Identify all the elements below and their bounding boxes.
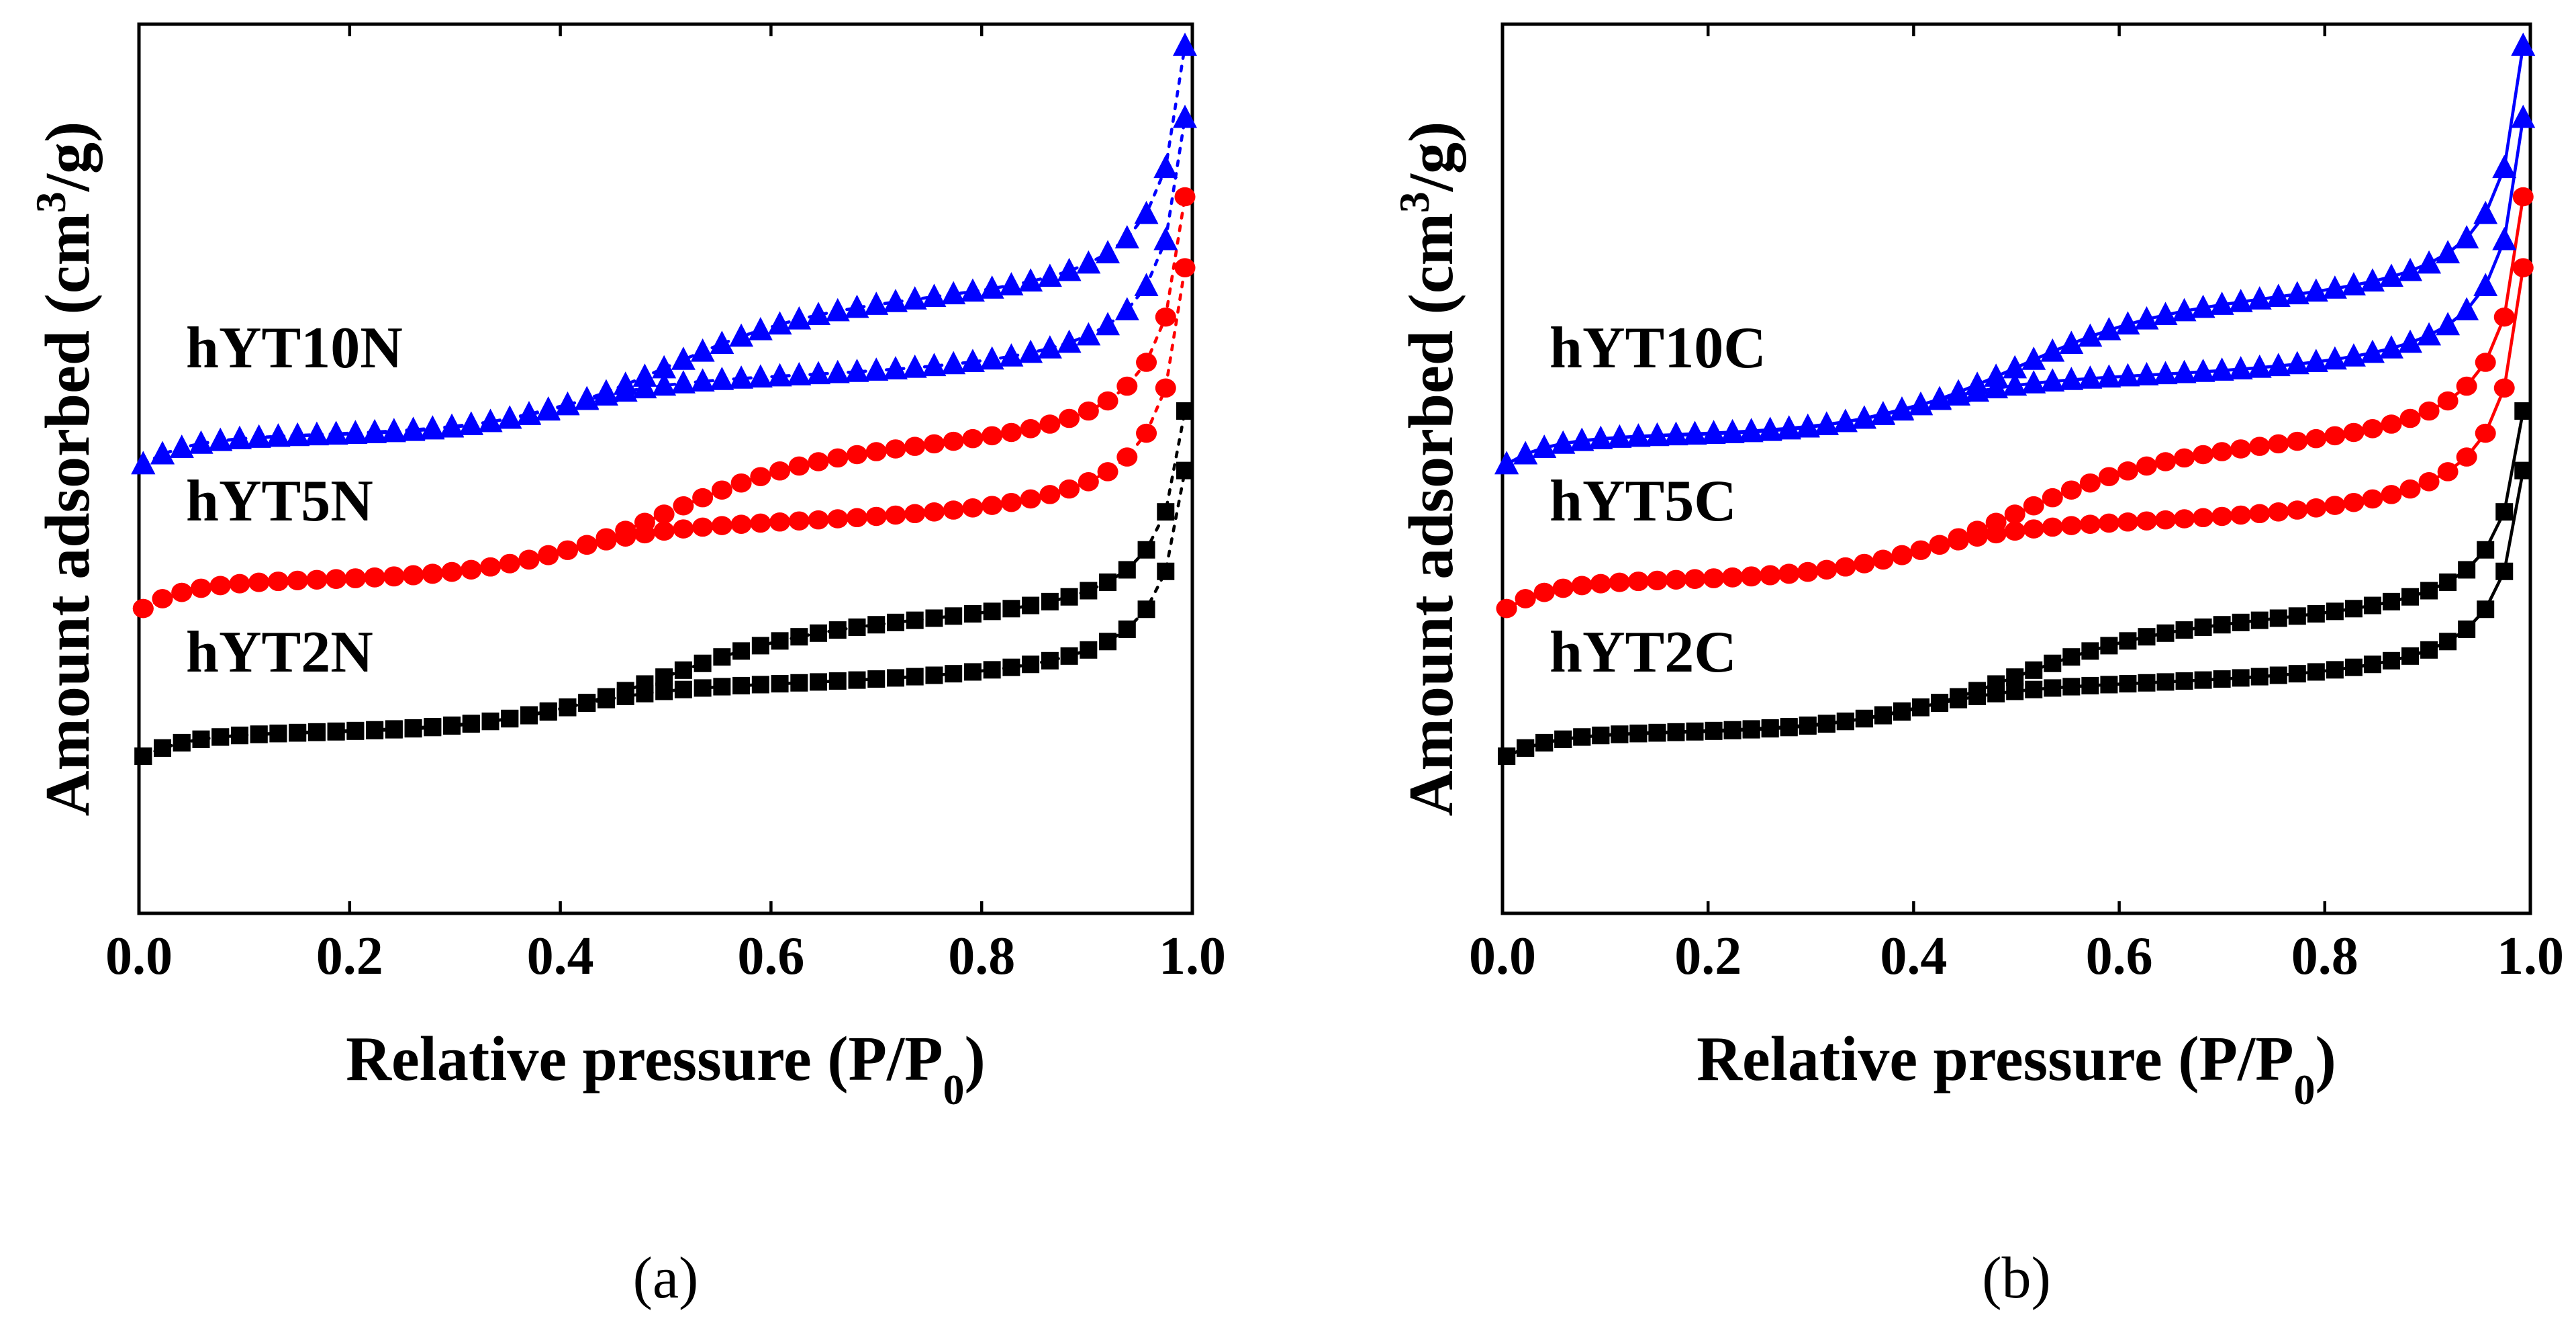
svg-text:0.2: 0.2 (1674, 927, 1742, 986)
svg-text:0.8: 0.8 (948, 927, 1015, 986)
svg-text:Amount adsorbed (cm3/g): Amount adsorbed (cm3/g) (27, 122, 103, 817)
svg-text:hYT10C: hYT10C (1549, 316, 1766, 381)
svg-text:0.4: 0.4 (527, 927, 594, 986)
svg-text:0.6: 0.6 (2086, 927, 2153, 986)
svg-text:(a): (a) (633, 1246, 699, 1311)
svg-text:hYT5C: hYT5C (1549, 469, 1737, 534)
svg-text:hYT2N: hYT2N (186, 620, 373, 685)
svg-text:0.6: 0.6 (737, 927, 804, 986)
svg-text:0.0: 0.0 (105, 927, 173, 986)
svg-text:0.2: 0.2 (316, 927, 383, 986)
svg-text:0.0: 0.0 (1469, 927, 1536, 986)
svg-text:Amount adsorbed (cm3/g): Amount adsorbed (cm3/g) (1390, 122, 1467, 817)
svg-text:1.0: 1.0 (2497, 927, 2564, 986)
svg-text:1.0: 1.0 (1159, 927, 1226, 986)
svg-text:(b): (b) (1982, 1246, 2051, 1311)
svg-text:hYT5N: hYT5N (186, 469, 373, 534)
svg-text:0.8: 0.8 (2291, 927, 2358, 986)
svg-text:hYT10N: hYT10N (186, 316, 403, 381)
svg-text:0.4: 0.4 (1880, 927, 1947, 986)
svg-text:hYT2C: hYT2C (1549, 620, 1737, 685)
